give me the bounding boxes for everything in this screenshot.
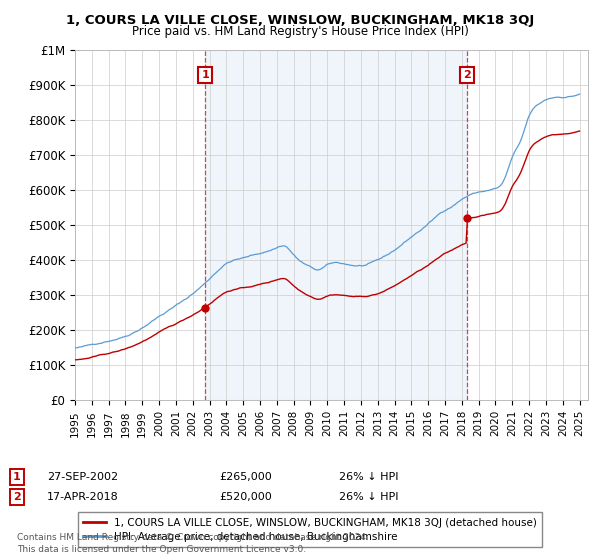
Legend: 1, COURS LA VILLE CLOSE, WINSLOW, BUCKINGHAM, MK18 3QJ (detached house), HPI: Av: 1, COURS LA VILLE CLOSE, WINSLOW, BUCKIN…: [77, 512, 542, 547]
Text: 2: 2: [13, 492, 20, 502]
Text: £520,000: £520,000: [219, 492, 272, 502]
Text: Price paid vs. HM Land Registry's House Price Index (HPI): Price paid vs. HM Land Registry's House …: [131, 25, 469, 38]
Text: 1, COURS LA VILLE CLOSE, WINSLOW, BUCKINGHAM, MK18 3QJ: 1, COURS LA VILLE CLOSE, WINSLOW, BUCKIN…: [66, 14, 534, 27]
Text: 1: 1: [13, 472, 20, 482]
Text: Contains HM Land Registry data © Crown copyright and database right 2024.
This d: Contains HM Land Registry data © Crown c…: [17, 533, 368, 554]
Text: 26% ↓ HPI: 26% ↓ HPI: [339, 472, 398, 482]
Text: 27-SEP-2002: 27-SEP-2002: [47, 472, 118, 482]
Text: 2: 2: [463, 70, 470, 80]
Text: £265,000: £265,000: [219, 472, 272, 482]
Bar: [205, 50, 467, 400]
Text: 26% ↓ HPI: 26% ↓ HPI: [339, 492, 398, 502]
Text: 1: 1: [202, 70, 209, 80]
Text: 17-APR-2018: 17-APR-2018: [47, 492, 119, 502]
